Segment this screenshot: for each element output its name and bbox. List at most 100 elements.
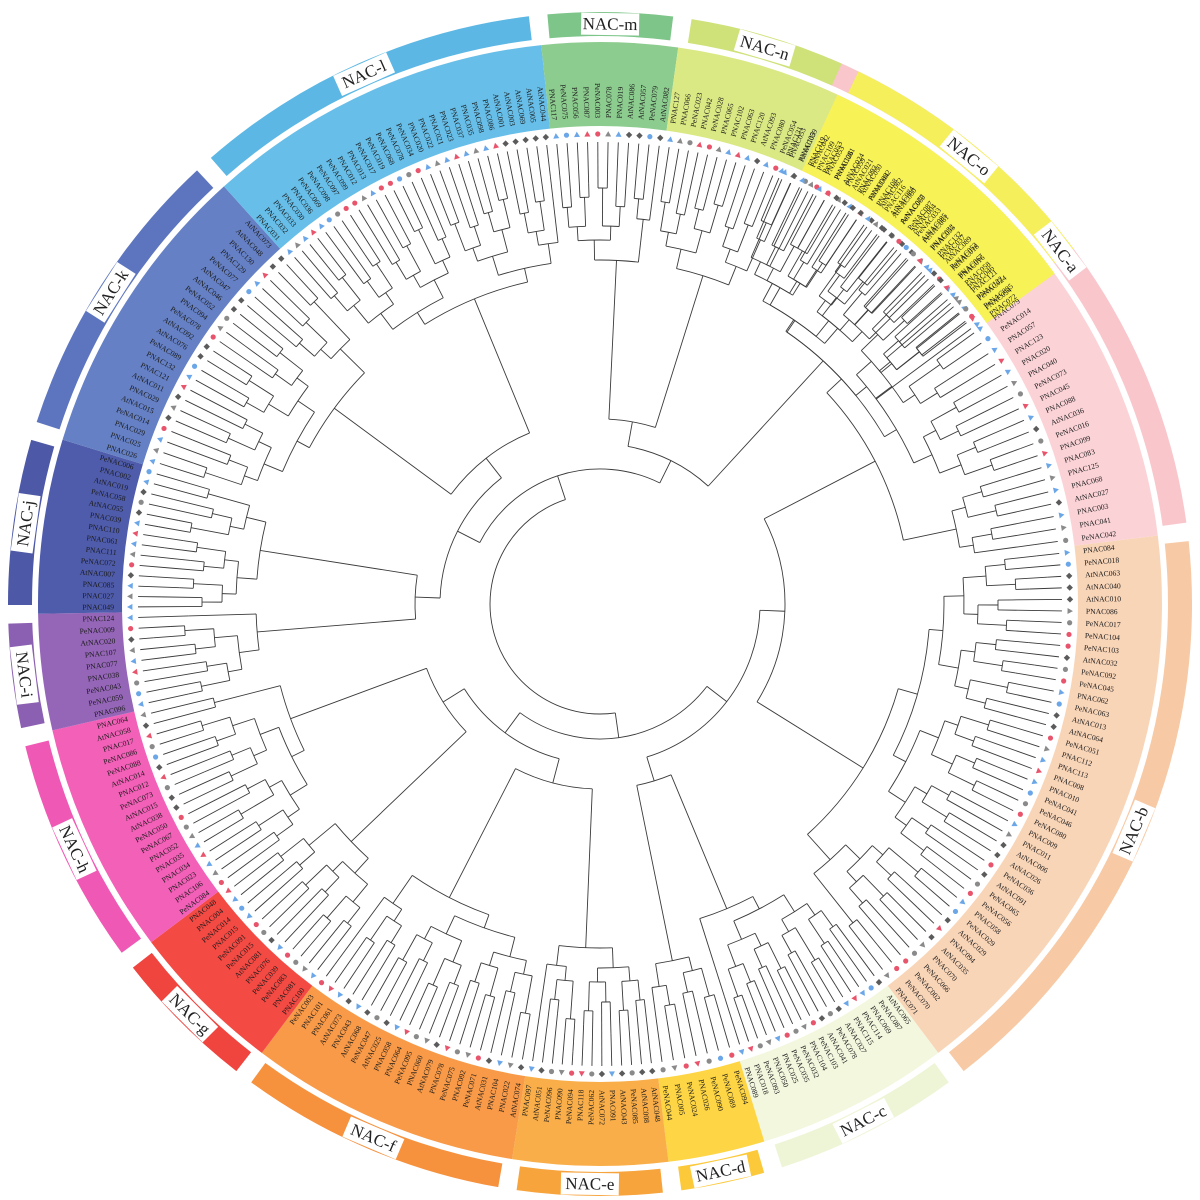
tree-branch [976,757,1007,771]
tree-branch [254,296,293,331]
leaf-marker [493,142,500,149]
tree-branch [469,983,480,1014]
leaf-label: PeNAC017 [1085,619,1121,629]
tree-branch [779,188,803,234]
tree-branch [212,697,216,708]
tree-branch [479,1010,492,1051]
leaf-marker [605,131,612,137]
leaf-marker [584,131,591,137]
tree-branch [701,154,709,178]
tree-branch [954,320,966,331]
tree-branch [990,528,994,540]
tree-branch [726,162,737,194]
leaf-marker [985,336,991,342]
tree-branch [299,342,315,357]
tree-branch [291,329,303,340]
tree-branch [695,230,703,253]
leaf-marker [396,176,403,182]
tree-branch [485,457,502,479]
tree-branch [688,956,693,971]
tree-branch [459,197,471,228]
tree-branch [392,247,401,261]
tree-branch [183,540,198,544]
tree-branch [659,1047,663,1062]
tree-branch [192,661,207,665]
leaf-label: AtNAC072 [597,1090,606,1125]
tree-branch [960,715,989,726]
leaf-marker [625,131,633,139]
leaf-marker [1045,463,1052,469]
tree-branch [626,142,630,166]
tree-branch [767,942,782,969]
tree-branch [898,278,929,309]
tree-branch [970,679,1008,688]
tree-branch [250,322,284,350]
tree-branch [651,987,661,1049]
tree-branch [916,907,935,924]
leaf-label: PeNAC018 [1084,555,1120,567]
tree-branch [213,459,228,465]
tree-branch [766,264,781,273]
tree-branch [750,222,767,258]
leaf-marker [404,1028,411,1035]
tree-branch [835,984,844,998]
clade-label-background [689,1154,752,1189]
tree-branch [894,816,907,826]
tree-branch [773,177,780,192]
tree-branch [1006,692,1021,696]
clade-label-NAC-m: NAC-m [583,14,638,34]
tree-branch [709,205,719,234]
tree-branch [280,838,304,857]
tree-branch [875,386,893,399]
tree-branch [375,199,388,221]
tree-branch [949,812,962,821]
tree-branch [220,779,234,787]
tree-branch [294,257,311,275]
tree-branch [930,406,957,422]
tree-branch [608,260,617,420]
leaf-marker [356,1003,362,1010]
tree-branch [370,993,379,1006]
tree-branch [901,295,926,318]
leaf-marker [1050,723,1057,730]
leaf-marker [254,281,261,287]
tree-branch [858,278,869,291]
tree-branch [483,914,490,929]
leaf-marker [284,952,291,958]
leaf-marker [129,551,136,558]
tree-branch [858,906,869,918]
leaf-label: PNAC111 [85,545,117,557]
clade-band-NAC-d [658,1061,765,1162]
clade-label-background [161,985,219,1043]
tree-branch [829,923,837,930]
clade-label-background [52,818,97,881]
tree-branch [175,420,214,438]
tree-branch [984,750,1032,769]
tree-branch [378,287,393,298]
tree-branch [190,389,235,414]
tree-branch [163,740,203,755]
tree-branch [239,368,253,377]
tree-branch [943,821,979,844]
tree-branch [202,561,205,571]
leaf-label: PNAC084 [1083,543,1116,555]
tree-branch [439,170,446,184]
tree-branch [1002,660,1035,666]
tree-branch [263,463,283,473]
tree-branch [733,894,785,922]
leaf-marker [186,374,193,381]
leaf-marker [919,941,926,948]
tree-branch [516,200,521,215]
tree-branch [559,175,564,208]
tree-branch [181,643,196,647]
tree-branch [703,997,716,1038]
tree-branch [799,232,817,261]
tree-branch [498,263,552,276]
tree-branch [576,142,579,166]
tree-branch [654,275,704,428]
tree-branch [214,685,281,703]
leaf-marker [383,1019,390,1026]
leaf-marker [773,165,779,171]
leaf-marker [212,869,219,876]
tree-branch [219,341,262,371]
